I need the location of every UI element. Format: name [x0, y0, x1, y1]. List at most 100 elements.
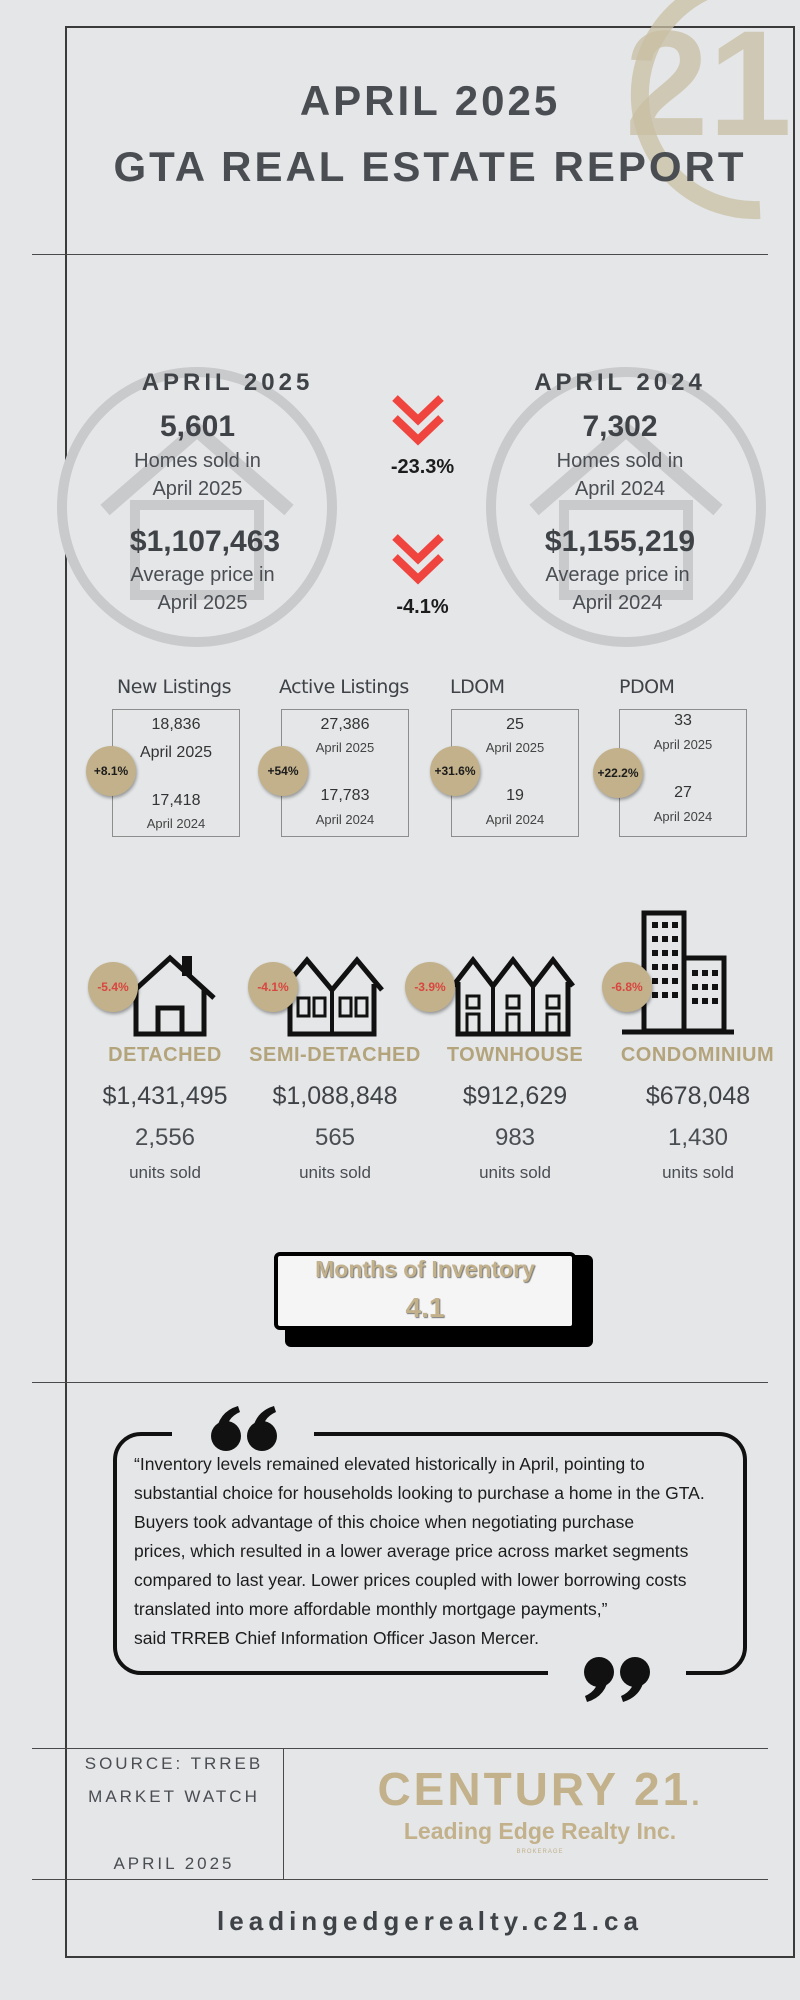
homes-sold-change: -23.3% [390, 456, 455, 478]
avg-price-2025: $1,107,463 [129, 525, 281, 558]
stat-label-ldom: LDOM [450, 676, 505, 698]
divider [32, 1382, 768, 1383]
century21-logo: CENTURY 21. [300, 1762, 780, 1816]
svg-text:21: 21 [625, 0, 792, 167]
quote-line: Buyers took advantage of this choice whe… [134, 1512, 635, 1532]
brokerage-small: BROKERAGE [516, 1849, 564, 1855]
quote-line: substantial choice for households lookin… [134, 1483, 705, 1503]
avg-price-label: April 2024 [572, 592, 663, 614]
stat-value-2024: 17,783 [320, 787, 370, 804]
property-units-sold: 983 [494, 1124, 536, 1151]
quote-box-gap [548, 1650, 686, 1698]
homes-sold-label: April 2024 [574, 478, 666, 500]
detached-house-icon [124, 954, 216, 1037]
change-badge: +31.6% [430, 746, 480, 796]
brokerage-name: Leading Edge Realty Inc. [403, 1818, 677, 1844]
chevron-down-icon [392, 395, 444, 446]
stat-year-2024: April 2024 [315, 812, 375, 827]
report-title: GTA REAL ESTATE REPORT [113, 143, 747, 190]
brand-mark: . [691, 1779, 703, 1812]
inventory-box [274, 1252, 576, 1330]
inventory-value: 4.1 [405, 1292, 445, 1323]
column-heading-2024: APRIL 2024 [534, 369, 706, 396]
property-units-sold: 2,556 [134, 1124, 196, 1151]
property-type-name: CONDOMINIUM [620, 1044, 775, 1066]
units-sold-label: units sold [299, 1163, 371, 1182]
divider [32, 1748, 768, 1749]
quote-line: said TRREB Chief Information Officer Jas… [134, 1628, 539, 1648]
chevron-down-icon [392, 534, 444, 585]
stat-value-2025: 25 [506, 716, 524, 733]
quote-line: “Inventory levels remained elevated hist… [134, 1454, 645, 1474]
brand-name: CENTURY 21 [377, 1763, 692, 1815]
change-badge: -4.1% [248, 962, 298, 1012]
stat-year-2024: April 2024 [653, 809, 713, 824]
report-date-title: APRIL 2025 [299, 77, 561, 124]
homes-sold-2024: 7,302 [582, 410, 658, 443]
quote-text: “Inventory levels remained elevated hist… [134, 1450, 744, 1653]
change-badge: -6.8% [602, 962, 652, 1012]
change-badge: -5.4% [88, 962, 138, 1012]
property-type-name: TOWNHOUSE [446, 1044, 584, 1066]
change-badge: +22.2% [593, 748, 643, 798]
quote-line: compared to last year. Lower prices coup… [134, 1570, 687, 1590]
property-avg-price: $912,629 [462, 1082, 568, 1110]
stat-label-active-listings: Active Listings [279, 676, 409, 698]
page-frame [65, 26, 795, 1958]
avg-price-2024: $1,155,219 [544, 525, 696, 558]
homes-sold-label: Homes sold in [556, 450, 684, 472]
units-sold-label: units sold [129, 1163, 201, 1182]
source-line: SOURCE: TRREB [84, 1754, 264, 1773]
source-line: MARKET WATCH [88, 1787, 260, 1806]
semi-detached-icon [280, 956, 384, 1037]
property-avg-price: $1,431,495 [102, 1082, 228, 1110]
divider [32, 1879, 768, 1880]
stat-year-2025: April 2025 [485, 740, 545, 755]
divider [32, 254, 768, 255]
change-badge: -3.9% [405, 962, 455, 1012]
inventory-label: Months of Inventory [315, 1256, 535, 1282]
house-circle-icon [57, 367, 337, 647]
stat-value-2024: 17,418 [151, 792, 201, 809]
change-badge: +8.1% [86, 746, 136, 796]
quote-line: prices, which resulted in a lower averag… [134, 1541, 689, 1561]
stat-label-new-listings: New Listings [117, 676, 231, 698]
property-type-name: DETACHED [108, 1044, 222, 1066]
homes-sold-label: Homes sold in [134, 450, 261, 472]
avg-price-label: Average price in [130, 564, 275, 586]
stat-value-2025: 33 [674, 712, 692, 729]
stat-value-2025: 27,386 [320, 716, 370, 733]
quote-box [113, 1432, 747, 1675]
property-type-name: SEMI-DETACHED [249, 1044, 421, 1066]
property-units-sold: 565 [314, 1124, 356, 1151]
property-avg-price: $678,048 [645, 1082, 751, 1110]
property-units-sold: 1,430 [667, 1124, 729, 1151]
stat-value-2024: 19 [506, 787, 524, 804]
column-heading-2025: APRIL 2025 [141, 369, 314, 396]
c21-watermark-logo: 21 [625, 0, 792, 220]
quote-close-icon [584, 1657, 650, 1702]
divider [283, 1748, 284, 1879]
avg-price-label: April 2025 [157, 592, 248, 614]
units-sold-label: units sold [662, 1163, 734, 1182]
quote-box-gap [172, 1410, 314, 1458]
avg-price-label: Average price in [545, 564, 690, 586]
stat-year-2024: April 2024 [146, 816, 206, 831]
source-date: APRIL 2025 [113, 1854, 235, 1873]
stat-value-2025: 18,836 [151, 716, 201, 733]
change-badge: +54% [258, 746, 308, 796]
website-url[interactable]: leadingedgerealty.c21.ca [217, 1906, 643, 1936]
stat-year-2025: April 2025 [315, 740, 375, 755]
stat-year-2024: April 2024 [485, 812, 545, 827]
units-sold-label: units sold [479, 1163, 551, 1182]
townhouse-icon [451, 955, 575, 1037]
stat-year-2025: April 2025 [139, 744, 213, 761]
stat-label-pdom: PDOM [619, 676, 675, 698]
quote-open-icon [211, 1406, 277, 1451]
avg-price-change: -4.1% [396, 596, 449, 618]
homes-sold-2025: 5,601 [159, 410, 236, 443]
quote-line: translated into more affordable monthly … [134, 1599, 608, 1619]
stat-year-2025: April 2025 [653, 737, 713, 752]
house-circle-icon [486, 367, 766, 647]
homes-sold-label: April 2025 [152, 478, 243, 500]
